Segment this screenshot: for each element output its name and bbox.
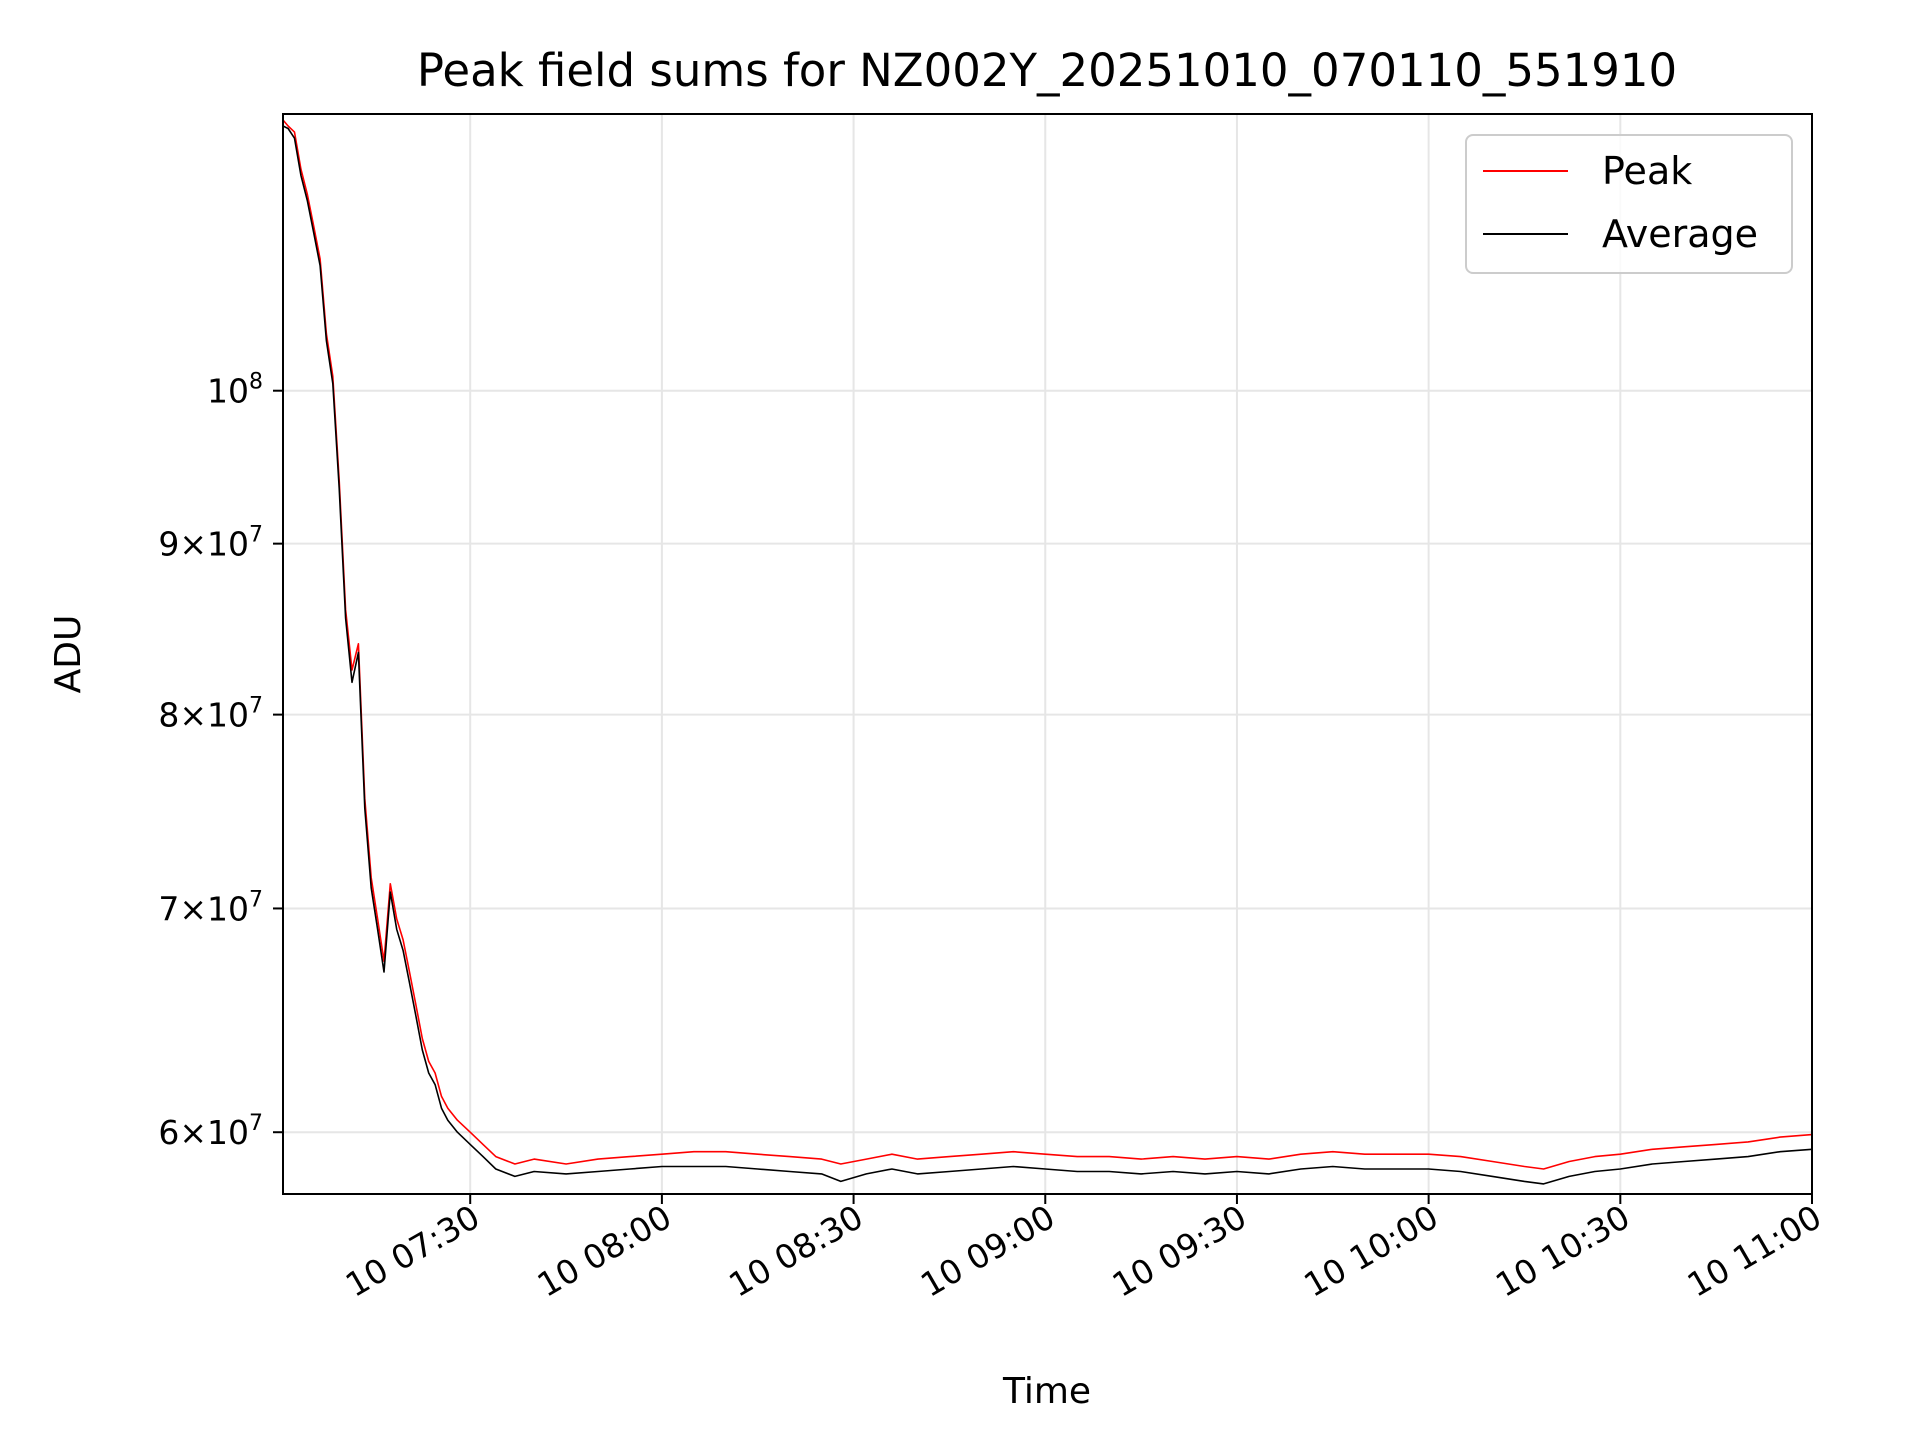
x-axis-label: Time (1002, 1371, 1091, 1412)
legend-frame (1465, 134, 1793, 274)
series-layer (282, 119, 1813, 1185)
y-tick-label: 6×107 (158, 1111, 263, 1152)
y-tick-label: 9×107 (158, 523, 263, 564)
plot-area-frame (282, 113, 1813, 1195)
chart-title: Peak field sums for NZ002Y_20251010_0701… (417, 44, 1677, 97)
series-line-average (282, 125, 1813, 1185)
legend-average-label: Average (1602, 212, 1758, 256)
y-tick-label: 7×107 (158, 887, 263, 928)
y-tick-label: 8×107 (158, 694, 263, 735)
y-tick-label: 108 (207, 370, 263, 411)
y-axis-label: ADU (48, 615, 89, 694)
legend: Peak Average (1465, 134, 1793, 274)
y-axis: 6×107 7×107 8×107 9×107 108 (158, 370, 283, 1152)
legend-peak-label: Peak (1602, 149, 1692, 193)
